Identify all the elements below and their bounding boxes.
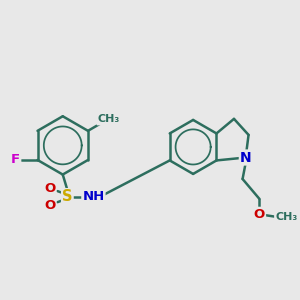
Text: O: O (44, 182, 56, 194)
Text: O: O (44, 199, 56, 212)
Text: O: O (254, 208, 265, 221)
Text: N: N (240, 151, 251, 164)
Text: S: S (62, 189, 73, 204)
Text: NH: NH (82, 190, 104, 203)
Text: F: F (11, 154, 20, 166)
Text: CH₃: CH₃ (275, 212, 297, 222)
Text: CH₃: CH₃ (98, 115, 120, 124)
